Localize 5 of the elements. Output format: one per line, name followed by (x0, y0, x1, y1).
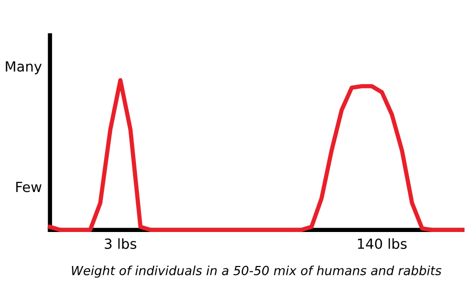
text: Many (6, 61, 42, 74)
x-tick-label: 3 lbs (104, 238, 136, 249)
x-axis-title: Weight of individuals in a 50-50 mix of humans and rabbits (72, 266, 442, 278)
x-tick-label: 140 lbs (358, 238, 407, 249)
text: Few (16, 182, 42, 192)
